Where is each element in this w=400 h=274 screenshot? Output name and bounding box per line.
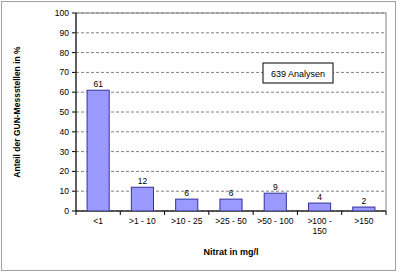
y-tick xyxy=(72,112,76,113)
x-tick-label-line: 150 xyxy=(312,226,326,236)
x-tick xyxy=(164,211,165,215)
data-label: 4 xyxy=(317,192,322,202)
x-tick xyxy=(208,211,209,215)
grid-line xyxy=(76,171,386,172)
x-tick-label: >25 - 50 xyxy=(215,216,247,226)
y-tick-label: 10 xyxy=(60,186,70,196)
x-tick-label: >1 - 10 xyxy=(129,216,156,226)
y-tick xyxy=(72,211,76,212)
plot-frame xyxy=(76,13,386,211)
grid-line xyxy=(76,92,386,93)
chart-frame xyxy=(2,2,396,271)
grid-line xyxy=(76,151,386,152)
bar xyxy=(309,203,331,211)
grid-line xyxy=(76,131,386,132)
x-tick-label: >100 -150 xyxy=(307,216,332,236)
y-tick-label: 80 xyxy=(60,48,70,58)
x-tick xyxy=(297,211,298,215)
y-tick-label: 40 xyxy=(60,127,70,137)
data-label: 2 xyxy=(361,196,366,206)
x-tick xyxy=(341,211,342,215)
y-tick-label: 60 xyxy=(60,87,70,97)
bars xyxy=(87,90,375,211)
x-tick-label: <1 xyxy=(93,216,103,226)
x-tick-label: >10 - 25 xyxy=(171,216,203,226)
y-tick xyxy=(72,72,76,73)
y-tick-label: 0 xyxy=(64,206,69,216)
x-tick-label-line: >100 - xyxy=(307,216,332,226)
y-tick-label: 70 xyxy=(60,67,70,77)
annotation-box xyxy=(263,63,333,83)
y-tick xyxy=(72,191,76,192)
bar xyxy=(176,199,198,211)
y-axis-line xyxy=(76,13,77,211)
y-axis-title: Anteil der GUN-Messstellen in % xyxy=(12,46,22,178)
grid-line xyxy=(76,72,386,73)
data-label: 9 xyxy=(273,182,278,192)
bar xyxy=(220,199,242,211)
data-label: 6 xyxy=(229,188,234,198)
x-tick xyxy=(120,211,121,215)
chart-container: 0 10 20 30 40 50 60 70 80 90 100 61 12 6 6 9 4 2 <1 >1 - 10… xyxy=(0,0,400,274)
y-tick-label: 100 xyxy=(55,8,69,18)
grid-line xyxy=(76,32,386,33)
x-tick-label: >150 xyxy=(354,216,373,226)
y-tick xyxy=(72,131,76,132)
data-label: 12 xyxy=(138,176,148,186)
x-axis-title: Nitrat in mg/l xyxy=(203,247,258,257)
bar xyxy=(264,193,286,211)
plot-area xyxy=(76,13,386,211)
y-tick xyxy=(72,13,76,14)
annotation: 639 Analysen xyxy=(271,69,325,79)
grid-line xyxy=(76,52,386,53)
y-tick xyxy=(72,151,76,152)
y-tick-label: 90 xyxy=(60,28,70,38)
data-label: 6 xyxy=(184,188,189,198)
bar xyxy=(131,187,153,211)
y-tick xyxy=(72,92,76,93)
x-tick xyxy=(76,211,77,215)
data-label: 61 xyxy=(93,79,103,89)
x-tick xyxy=(253,211,254,215)
x-tick-label: >50 - 100 xyxy=(257,216,293,226)
bar xyxy=(87,90,109,211)
y-tick-label: 30 xyxy=(60,147,70,157)
y-tick-label: 20 xyxy=(60,166,70,176)
grid-line xyxy=(76,112,386,113)
y-tick xyxy=(72,52,76,53)
y-tick-label: 50 xyxy=(60,107,70,117)
chart-svg: 0 10 20 30 40 50 60 70 80 90 100 61 12 6 6 9 4 2 <1 >1 - 10… xyxy=(0,0,400,274)
bar xyxy=(353,207,375,211)
y-tick xyxy=(72,32,76,33)
x-tick xyxy=(386,211,387,215)
y-tick xyxy=(72,171,76,172)
